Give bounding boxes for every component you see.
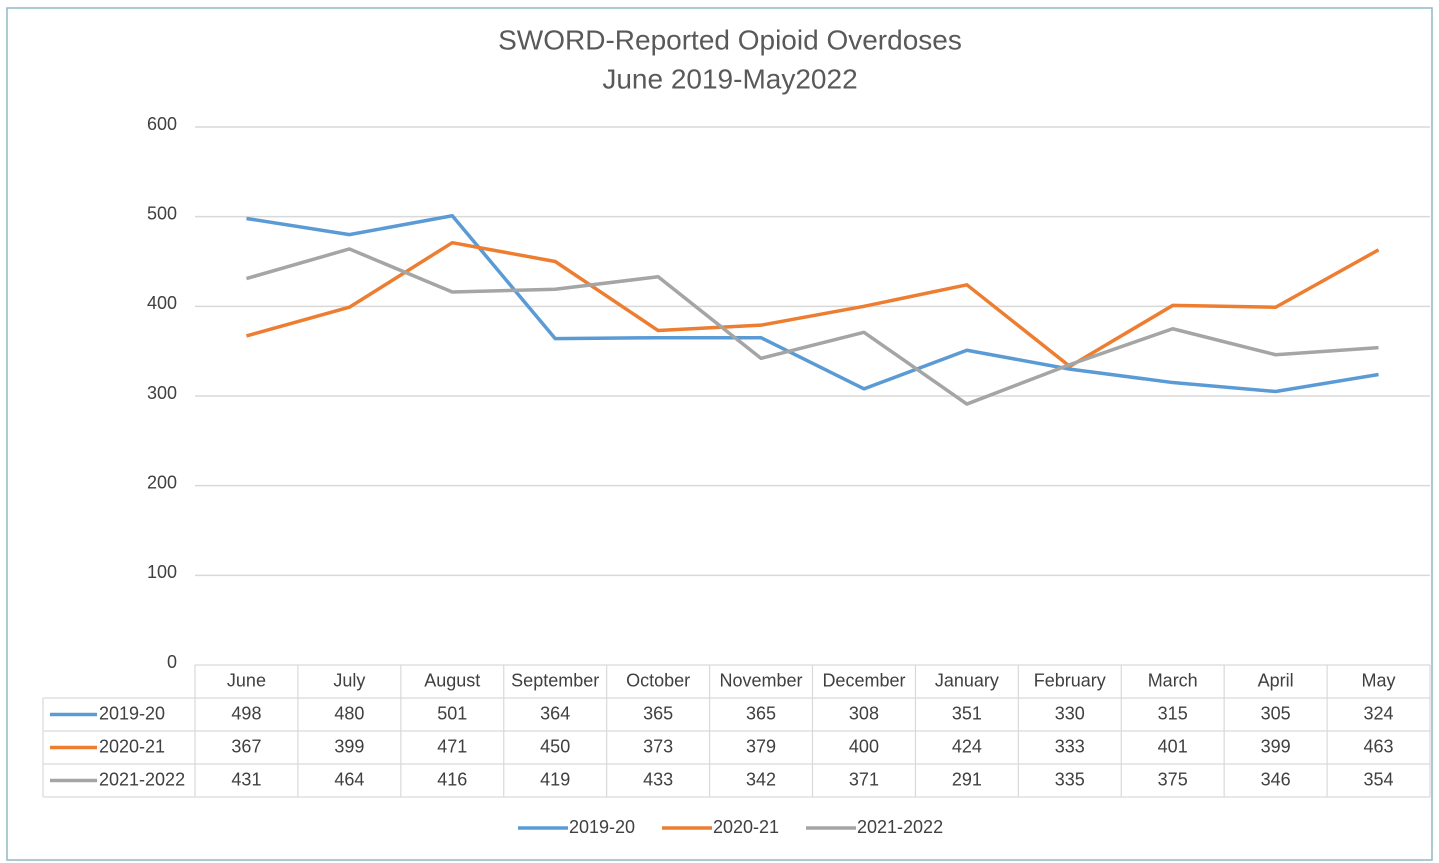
table-value: 399 bbox=[1261, 736, 1291, 756]
table-value: 342 bbox=[746, 769, 776, 789]
x-tick-label: August bbox=[424, 670, 480, 690]
table-value: 471 bbox=[437, 736, 467, 756]
y-tick-label: 600 bbox=[147, 114, 177, 134]
x-tick-label: June bbox=[227, 670, 266, 690]
table-value: 305 bbox=[1261, 703, 1291, 723]
table-value: 464 bbox=[334, 769, 364, 789]
table-value: 371 bbox=[849, 769, 879, 789]
x-tick-label: April bbox=[1258, 670, 1294, 690]
table-value: 324 bbox=[1364, 703, 1394, 723]
y-tick-label: 100 bbox=[147, 562, 177, 582]
series-line bbox=[245, 240, 1380, 369]
x-tick-label: July bbox=[333, 670, 365, 690]
table-value: 330 bbox=[1055, 703, 1085, 723]
table-series-name: 2021-2022 bbox=[99, 769, 185, 789]
table-value: 315 bbox=[1158, 703, 1188, 723]
table-value: 364 bbox=[540, 703, 570, 723]
y-tick-label: 500 bbox=[147, 203, 177, 223]
table-value: 399 bbox=[334, 736, 364, 756]
y-tick-label: 200 bbox=[147, 472, 177, 492]
table-value: 365 bbox=[643, 703, 673, 723]
x-tick-label: February bbox=[1034, 670, 1106, 690]
table-value: 400 bbox=[849, 736, 879, 756]
table-value: 335 bbox=[1055, 769, 1085, 789]
table-value: 354 bbox=[1364, 769, 1394, 789]
series-line bbox=[246, 214, 1379, 394]
table-value: 401 bbox=[1158, 736, 1188, 756]
y-tick-label: 300 bbox=[147, 383, 177, 403]
y-tick-label: 400 bbox=[147, 293, 177, 313]
table-value: 367 bbox=[231, 736, 261, 756]
table-value: 346 bbox=[1261, 769, 1291, 789]
table-value: 419 bbox=[540, 769, 570, 789]
chart-title: SWORD-Reported Opioid Overdoses bbox=[498, 24, 962, 55]
series-line bbox=[245, 247, 1379, 406]
table-value: 501 bbox=[437, 703, 467, 723]
x-tick-label: October bbox=[626, 670, 690, 690]
table-value: 375 bbox=[1158, 769, 1188, 789]
table-series-name: 2019-20 bbox=[99, 703, 165, 723]
table-value: 373 bbox=[643, 736, 673, 756]
table-value: 431 bbox=[231, 769, 261, 789]
table-series-name: 2020-21 bbox=[99, 736, 165, 756]
table-value: 416 bbox=[437, 769, 467, 789]
table-value: 424 bbox=[952, 736, 982, 756]
table-value: 291 bbox=[952, 769, 982, 789]
table-value: 379 bbox=[746, 736, 776, 756]
table-value: 463 bbox=[1364, 736, 1394, 756]
legend-label: 2021-2022 bbox=[857, 817, 943, 837]
table-value: 480 bbox=[334, 703, 364, 723]
legend-label: 2020-21 bbox=[713, 817, 779, 837]
x-tick-label: March bbox=[1148, 670, 1198, 690]
chart-subtitle: June 2019-May2022 bbox=[602, 63, 857, 94]
x-tick-label: September bbox=[511, 670, 599, 690]
frame bbox=[6, 7, 1433, 861]
table-value: 308 bbox=[849, 703, 879, 723]
table-value: 351 bbox=[952, 703, 982, 723]
table-value: 333 bbox=[1055, 736, 1085, 756]
table-value: 365 bbox=[746, 703, 776, 723]
table-value: 433 bbox=[643, 769, 673, 789]
x-tick-label: November bbox=[720, 670, 803, 690]
table-value: 450 bbox=[540, 736, 570, 756]
y-tick-label: 0 bbox=[167, 652, 177, 672]
x-tick-label: January bbox=[935, 670, 999, 690]
x-tick-label: May bbox=[1362, 670, 1396, 690]
legend-label: 2019-20 bbox=[569, 817, 635, 837]
table-value: 498 bbox=[231, 703, 261, 723]
x-tick-label: December bbox=[822, 670, 905, 690]
